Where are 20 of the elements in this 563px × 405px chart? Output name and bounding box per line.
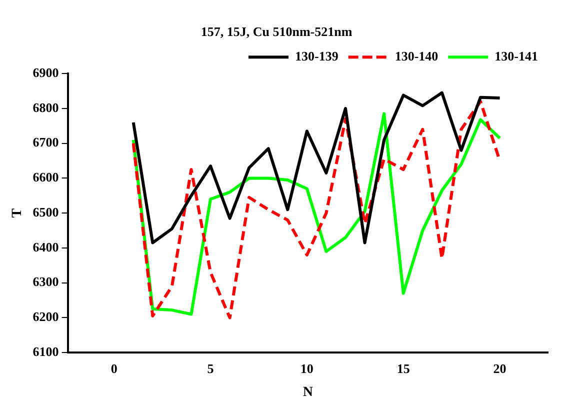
y-tick-label: 6200 (32, 309, 59, 324)
legend-label: 130-141 (494, 48, 538, 64)
y-tick-label: 6900 (32, 64, 59, 80)
x-tick-label: 20 (493, 360, 506, 376)
x-tick-label: 0 (110, 360, 118, 376)
legend-label: 130-139 (295, 48, 339, 64)
y-tick-label: 6400 (32, 239, 59, 254)
legend-label: 130-140 (394, 48, 438, 64)
y-tick-label: 6300 (32, 274, 59, 290)
y-tick-label: 6800 (32, 100, 59, 115)
y-axis-title: T (10, 208, 26, 218)
y-tick-label: 6600 (32, 170, 59, 185)
chart-title: 157, 15J, Cu 510nm-521nm (200, 24, 352, 40)
x-tick-label: 15 (396, 360, 410, 376)
y-tick-label: 6500 (32, 204, 59, 220)
x-tick-label: 10 (300, 360, 314, 376)
y-tick-label: 6100 (32, 344, 59, 359)
x-axis-title: N (302, 385, 313, 400)
x-tick-label: 5 (207, 360, 214, 376)
y-tick-label: 6700 (32, 134, 59, 150)
